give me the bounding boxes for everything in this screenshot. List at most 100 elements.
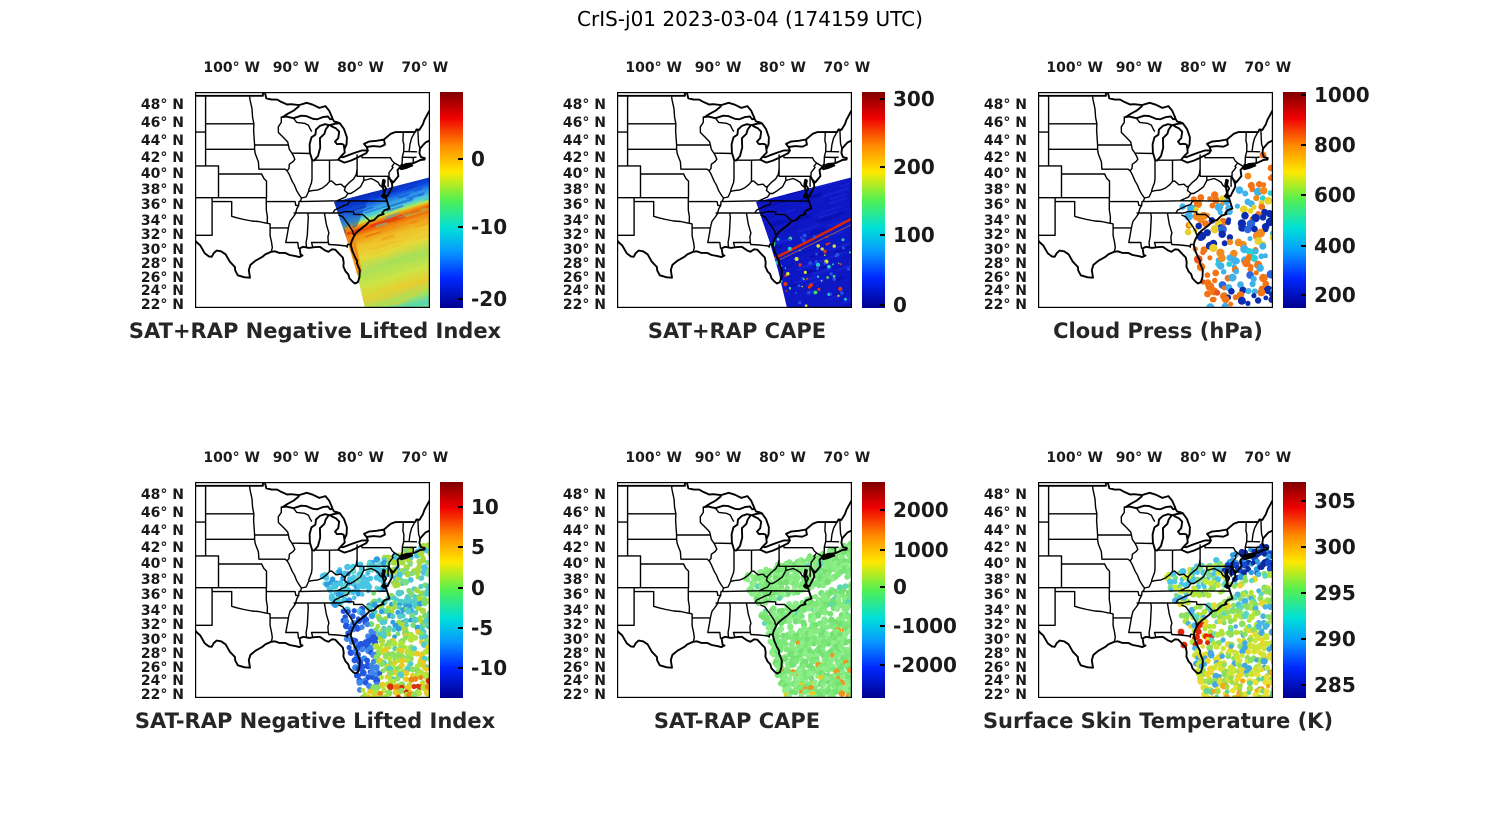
lat-tick-label: 42° N [140,149,184,166]
lat-tick-label: 44° N [983,522,1027,539]
colorbar-tick-labels: 1000 800 600 400 200 [1314,85,1389,308]
colorbar-gradient [862,482,885,698]
figure-title: CrIS-j01 2023-03-04 (174159 UTC) [577,7,923,31]
colorbar-tick-label: 0 [471,575,485,600]
lon-tick-label: 100° W [1046,450,1103,466]
colorbar-tick-label: 100 [893,222,935,247]
colorbar-tick [1301,638,1306,640]
lat-tick-label: 36° N [140,197,184,214]
lat-tick-label: 34° N [140,212,184,229]
lat-tick-label: 26° N [562,269,606,286]
colorbar-tick [880,585,885,588]
latitude-axis: 48° N 46° N 44° N 42° N 40° N 38° N 36° N 34° N… [532,482,611,702]
data-overlay [319,542,430,698]
colorbar-tick-label: -1000 [893,613,957,638]
data-overlay [742,540,852,698]
colorbar [862,482,885,698]
us-coast-and-lakes [617,92,852,285]
panel-title: SAT+RAP CAPE [647,319,827,343]
colorbar-tick-label: 295 [1314,581,1356,605]
lat-tick-label: 38° N [983,181,1027,198]
lon-tick-label: 70° W [823,450,871,466]
lon-tick-label: 80° W [337,450,384,466]
colorbar-tick [1301,684,1306,686]
lat-tick-label: 34° N [983,602,1027,619]
map-plot [1038,482,1273,698]
panel-sat-minus-rap-cape: 100° W 90° W 80° W 70° W 48° N 46° N 44° N 42°… [532,448,962,748]
colorbar-tick [880,97,885,100]
plot-frame [1038,92,1273,308]
lat-tick-label: 48° N [562,97,606,114]
colorbar-tick-label: 400 [1314,234,1356,258]
map-plot [195,482,430,698]
panel-sat-minus-rap-negative-lifted-index: 100° W 90° W 80° W 70° W 48° N 46° N 44° N 42°… [110,448,540,748]
plot-frame [195,482,430,698]
colorbar-tick-label: 600 [1314,183,1356,207]
colorbar-tick [1301,94,1306,97]
lon-tick-label: 70° W [401,450,449,466]
lon-tick-label: 90° W [694,60,742,76]
lat-tick-label: 46° N [562,115,606,132]
swath-scatter [742,540,852,698]
lat-tick-label: 24° N [140,673,184,690]
lat-tick-label: 34° N [562,602,606,619]
colorbar-tick [458,226,463,228]
lat-tick-label: 32° N [562,227,606,244]
lat-tick-label: 44° N [140,522,184,539]
lat-tick-label: 22° N [140,296,184,313]
lat-tick-label: 28° N [983,255,1027,272]
longitude-axis: 100° W 90° W 80° W 70° W [1038,448,1291,470]
lon-tick-label: 90° W [694,450,742,466]
lat-tick-label: 22° N [140,686,184,703]
lat-tick-label: 40° N [140,166,184,182]
colorbar-tick [880,165,885,168]
colorbar [1283,482,1306,698]
colorbar-tick-label: 200 [1314,283,1356,307]
colorbar-tick [458,545,463,548]
lon-tick-label: 90° W [1115,60,1163,76]
lat-tick-label: 36° N [140,587,184,604]
us-state-boundaries [1038,95,1264,253]
lon-tick-label: 100° W [1046,60,1103,76]
longitude-axis: 100° W 90° W 80° W 70° W [617,448,870,470]
panel-title: Cloud Press (hPa) [1053,319,1263,343]
lat-tick-label: 46° N [983,115,1027,132]
colorbar-tick [1301,194,1306,196]
colorbar-tick-label: 200 [893,154,935,179]
panel-sat-plus-rap-cape: 100° W 90° W 80° W 70° W 48° N 46° N 44° N 42°… [532,58,962,358]
colorbar-tick [458,626,463,629]
colorbar-tick [458,506,463,509]
colorbar-tick [880,624,885,627]
lat-tick-label: 24° N [983,283,1027,300]
colorbar-tick [880,509,885,512]
lat-tick-label: 36° N [983,197,1027,214]
data-overlay [334,177,430,308]
colorbar-tick [1301,143,1306,146]
longitude-axis: 100° W 90° W 80° W 70° W [617,58,870,80]
lat-tick-label: 42° N [983,539,1027,556]
colorbar-tick-label: 800 [1314,132,1356,157]
colorbar-gradient [1283,482,1306,698]
map-plot [617,482,852,698]
lat-tick-label: 46° N [140,115,184,132]
colorbar-tick-label: -2000 [893,652,957,677]
lat-tick-label: 48° N [140,487,184,504]
us-state-boundaries [617,485,843,643]
colorbar-tick-label: 0 [893,292,907,317]
lat-tick-label: 36° N [562,587,606,604]
colorbar-tick-label: -10 [471,655,508,680]
lon-tick-label: 80° W [1180,450,1227,466]
colorbar-tick [1301,545,1306,548]
lat-tick-label: 32° N [140,617,184,634]
lat-tick-label: 34° N [983,212,1027,229]
lat-tick-label: 42° N [562,539,606,556]
lat-tick-label: 30° N [562,241,606,258]
lat-tick-label: 22° N [983,296,1027,313]
colorbar-tick-label: -5 [471,615,494,640]
colorbar-tick-labels: 0 -10 -20 [471,92,546,309]
colorbar-tick [458,158,463,160]
map-plot [195,92,430,308]
lat-tick-label: 26° N [140,269,184,286]
us-state-boundaries [617,95,843,253]
